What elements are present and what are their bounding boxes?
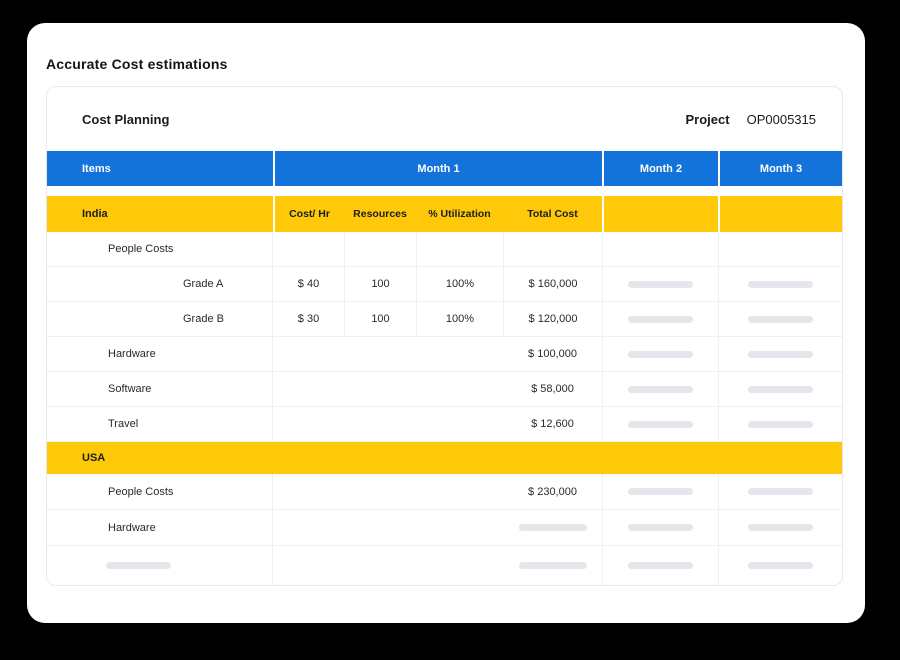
skeleton-bar (628, 315, 693, 323)
skeleton-bar (628, 420, 693, 428)
total-cost-cell[interactable]: $ 160,000 (503, 267, 602, 301)
skeleton-bar (518, 562, 587, 569)
subcolumn-header-resources: Resources (353, 208, 407, 220)
total-cost-cell (503, 546, 602, 585)
month-3-cell (718, 546, 842, 585)
subcolumn-header-cost-hr: Cost/ Hr (273, 196, 344, 232)
table-row-usa-loading (47, 546, 842, 585)
table-row-grade-a: Grade A $ 40 100 100% $ 160,000 (47, 267, 842, 302)
month-2-cell (602, 232, 718, 266)
skeleton-bar (748, 562, 813, 569)
section-label-india: India (82, 208, 108, 220)
project-label: Project (685, 111, 730, 127)
skeleton-bar (748, 420, 813, 428)
total-cost-cell[interactable]: $ 12,600 (531, 418, 574, 430)
app-window: Accurate Cost estimations Cost Planning … (27, 23, 865, 623)
utilization-cell[interactable]: 100% (416, 267, 503, 301)
column-header-month-3: Month 3 (718, 151, 842, 186)
project-number: OP0005315 (746, 111, 816, 127)
row-label (47, 546, 273, 585)
section-month-3-cell (718, 196, 842, 232)
skeleton-bar (628, 385, 693, 393)
skeleton-bar (628, 562, 693, 569)
table-row-india-software: Software $ 58,000 (47, 372, 842, 407)
column-header-month-2: Month 2 (602, 151, 718, 186)
row-label: Grade A (47, 267, 273, 301)
month-2-cell (602, 372, 718, 406)
skeleton-bar (748, 385, 813, 393)
skeleton-bar (748, 280, 813, 288)
section-label-usa: USA (82, 452, 106, 464)
row-label: Hardware (47, 337, 273, 371)
month-3-cell (718, 302, 842, 336)
row-label: Grade B (47, 302, 273, 336)
month-3-cell (718, 372, 842, 406)
month-2-cell (602, 510, 718, 545)
total-cost-cell[interactable] (503, 232, 602, 266)
month-2-cell (602, 337, 718, 371)
skeleton-bar (628, 280, 693, 288)
skeleton-bar (106, 562, 171, 569)
project-info: Project OP0005315 (686, 112, 816, 127)
subcolumn-header-total-cost: Total Cost (527, 208, 578, 220)
row-label: People Costs (47, 232, 273, 266)
cost-hr-cell[interactable] (273, 232, 344, 266)
row-label: People Costs (47, 474, 273, 509)
page-title: Accurate Cost estimations (46, 56, 228, 72)
card-header: Cost Planning Project OP0005315 (47, 87, 842, 151)
table-header-row: Items Month 1 Month 2 Month 3 (47, 151, 842, 186)
table-row-usa-hardware: Hardware (47, 510, 842, 546)
skeleton-bar (628, 524, 693, 531)
table-row-india-people-costs: People Costs (47, 232, 842, 267)
header-spacer (47, 186, 842, 196)
total-cost-cell[interactable] (503, 510, 602, 545)
month-2-cell (602, 546, 718, 585)
cost-planning-card: Cost Planning Project OP0005315 Items Mo… (46, 86, 843, 586)
total-cost-cell[interactable]: $ 120,000 (503, 302, 602, 336)
skeleton-bar (518, 524, 587, 531)
section-month-2-cell (602, 196, 718, 232)
subcolumn-header-utilization: % Utilization (428, 208, 491, 220)
table-row-india-travel: Travel $ 12,600 (47, 407, 842, 442)
column-header-items: Items (82, 162, 111, 175)
column-header-month-1: Month 1 (273, 151, 602, 186)
card-title: Cost Planning (82, 111, 170, 127)
utilization-cell[interactable]: 100% (416, 302, 503, 336)
total-cost-cell[interactable]: $ 58,000 (531, 383, 574, 395)
skeleton-bar (748, 488, 813, 495)
resources-cell[interactable] (344, 232, 416, 266)
total-cost-cell[interactable]: $ 230,000 (528, 485, 577, 498)
row-label: Hardware (47, 510, 273, 545)
section-header-usa: USA (47, 442, 842, 474)
month-3-cell (718, 267, 842, 301)
month-2-cell (602, 302, 718, 336)
utilization-cell[interactable] (416, 232, 503, 266)
month-2-cell (602, 407, 718, 441)
skeleton-bar (748, 350, 813, 358)
skeleton-bar (628, 488, 693, 495)
skeleton-bar (748, 524, 813, 531)
table-row-usa-people-costs: People Costs $ 230,000 (47, 474, 842, 510)
month-3-cell (718, 337, 842, 371)
month-3-cell (718, 407, 842, 441)
month-3-cell (718, 474, 842, 509)
row-label: Software (47, 372, 273, 406)
skeleton-bar (748, 315, 813, 323)
cost-hr-cell[interactable]: $ 40 (297, 278, 320, 290)
month-3-cell (718, 510, 842, 545)
cost-hr-cell[interactable]: $ 30 (297, 313, 320, 325)
resources-cell[interactable]: 100 (344, 267, 416, 301)
table-row-grade-b: Grade B $ 30 100 100% $ 120,000 (47, 302, 842, 337)
total-cost-cell[interactable]: $ 100,000 (528, 348, 577, 360)
resources-cell[interactable]: 100 (344, 302, 416, 336)
month-2-cell (602, 267, 718, 301)
section-header-india: India Cost/ Hr Resources % Utilization T… (47, 196, 842, 232)
skeleton-bar (628, 350, 693, 358)
row-label: Travel (47, 407, 273, 441)
month-3-cell (718, 232, 842, 266)
month-2-cell (602, 474, 718, 509)
table-row-india-hardware: Hardware $ 100,000 (47, 337, 842, 372)
